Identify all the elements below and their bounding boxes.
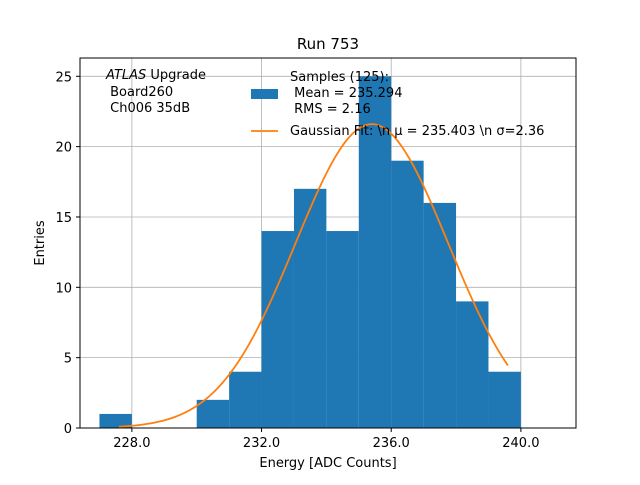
x-tick-label: 232.0 bbox=[243, 436, 280, 451]
histogram-bar bbox=[293, 188, 327, 428]
legend-samples-swatch bbox=[251, 89, 278, 99]
gaussian-fit bbox=[118, 123, 509, 428]
y-axis-title: Entries bbox=[33, 220, 48, 266]
histogram-bar bbox=[488, 371, 521, 428]
legend-samples-line-1: Samples (125): bbox=[290, 70, 389, 85]
y-tick-label: 10 bbox=[55, 281, 72, 296]
y-tick-label: 0 bbox=[64, 422, 72, 437]
histogram-bar bbox=[358, 76, 392, 428]
histogram-bar bbox=[196, 399, 230, 428]
histogram-bar bbox=[229, 371, 262, 428]
histogram-bar bbox=[391, 160, 424, 428]
histogram-bar bbox=[326, 231, 359, 428]
histogram-bar bbox=[99, 413, 132, 428]
axis-ticks: 228.0 232.0 236.0 240.0 0 5 10 15 20 25 bbox=[55, 70, 539, 451]
atlas-annotation: ATLAS Upgrade Board260 Ch006 35dB bbox=[105, 68, 206, 116]
board-label: Board260 bbox=[106, 85, 173, 100]
histogram-bar bbox=[423, 202, 457, 428]
gaussian-fit-line bbox=[118, 123, 509, 428]
histogram-bar bbox=[456, 301, 489, 428]
legend-fit-label: Gaussian Fit: \n μ = 235.403 \n σ=2.36 bbox=[290, 124, 544, 139]
upgrade-label: Upgrade bbox=[146, 68, 206, 83]
legend-samples-line-3: RMS = 2.16 bbox=[290, 102, 371, 117]
histogram-bars bbox=[99, 76, 521, 428]
x-axis-title: Energy [ADC Counts] bbox=[259, 456, 396, 471]
histogram-bar bbox=[261, 231, 294, 428]
y-tick-label: 25 bbox=[55, 70, 72, 85]
y-tick-label: 15 bbox=[55, 211, 72, 226]
atlas-label-line: ATLAS Upgrade bbox=[105, 68, 206, 83]
y-tick-label: 20 bbox=[55, 141, 72, 156]
legend-samples-line-2: Mean = 235.294 bbox=[290, 86, 402, 101]
chart-title: Run 753 bbox=[297, 35, 359, 53]
x-tick-label: 228.0 bbox=[113, 436, 150, 451]
atlas-label: ATLAS bbox=[105, 68, 146, 83]
y-tick-label: 5 bbox=[64, 352, 72, 367]
channel-label: Ch006 35dB bbox=[106, 101, 190, 116]
plot-frame bbox=[79, 57, 577, 429]
x-tick-label: 240.0 bbox=[502, 436, 539, 451]
x-tick-label: 236.0 bbox=[373, 436, 410, 451]
legend: Samples (125): Mean = 235.294 RMS = 2.16… bbox=[251, 70, 544, 139]
